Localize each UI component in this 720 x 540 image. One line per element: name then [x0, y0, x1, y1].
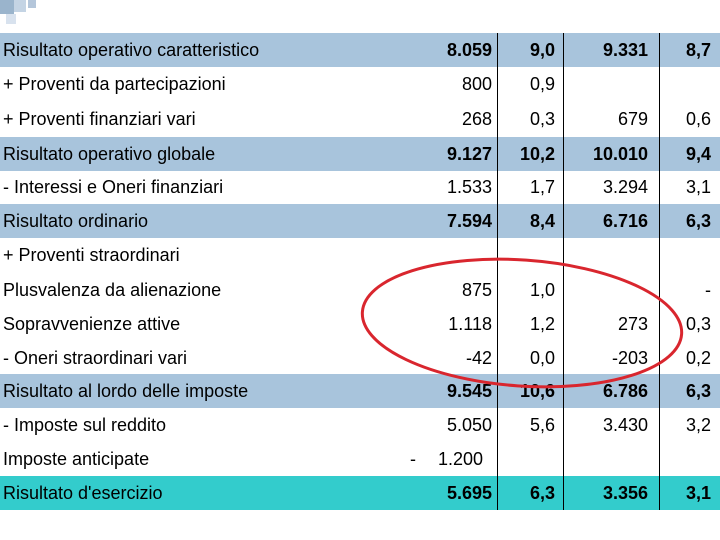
value-col1: 1.200: [437, 449, 483, 469]
row-label: Risultato al lordo delle imposte: [3, 381, 249, 401]
row-label: Risultato operativo globale: [3, 144, 216, 164]
value-col3: 10.010: [592, 144, 648, 164]
table-row: + Proventi finanziari vari 268 0,3 679 0…: [0, 102, 720, 136]
table-row: - Interessi e Oneri finanziari 1.533 1,7…: [0, 170, 720, 204]
value-col4: 3,1: [685, 177, 711, 197]
value-col1: 9.545: [446, 381, 492, 401]
value-col1: 875: [461, 280, 492, 300]
column-divider: [563, 33, 564, 510]
value-col1: -42: [465, 348, 492, 368]
value-col4: 8,7: [685, 40, 711, 60]
table-row: Risultato ordinario 7.594 8,4 6.716 6,3: [0, 204, 720, 238]
value-col1: 7.594: [446, 211, 492, 231]
column-divider: [659, 33, 660, 510]
value-col1: 9.127: [446, 144, 492, 164]
value-col2: 8,4: [529, 211, 555, 231]
value-col4: 0,6: [685, 109, 711, 129]
value-col2: 10,2: [519, 144, 555, 164]
value-col4: 3,1: [685, 483, 711, 503]
table-row: Sopravvenienze attive 1.118 1,2 273 0,3: [0, 307, 720, 341]
corner-decoration: [28, 0, 36, 8]
table-row: Risultato d'esercizio 5.695 6,3 3.356 3,…: [0, 476, 720, 510]
red-ellipse-annotation: [360, 257, 684, 389]
value-col1: 268: [461, 109, 492, 129]
row-label: Risultato operativo caratteristico: [3, 40, 260, 60]
value-col3: 9.331: [602, 40, 648, 60]
table-row: + Proventi da partecipazioni 800 0,9: [0, 67, 720, 101]
value-col1: 1.118: [448, 314, 492, 334]
value-col4: 6,3: [685, 211, 711, 231]
row-label: Plusvalenza da alienazione: [3, 280, 222, 300]
corner-decoration: [6, 14, 16, 24]
table-row: Plusvalenza da alienazione 875 1,0 -: [0, 273, 720, 307]
row-label: Risultato d'esercizio: [3, 483, 163, 503]
value-col1: 5.050: [446, 415, 492, 435]
row-label: Risultato ordinario: [3, 211, 149, 231]
value-col2: 0,3: [529, 109, 555, 129]
value-col3: 679: [617, 109, 648, 129]
value-col1: 1.533: [446, 177, 492, 197]
value-col3: 3.356: [602, 483, 648, 503]
value-col1: 5.695: [446, 483, 492, 503]
table-row: - Oneri straordinari vari -42 0,0 -203 0…: [0, 341, 720, 375]
value-col2: 5,6: [529, 415, 555, 435]
table-row: Imposte anticipate - 1.200: [0, 442, 720, 476]
table-row: + Proventi straordinari: [0, 238, 720, 272]
value-col3: -203: [611, 348, 648, 368]
row-label: + Proventi finanziari vari: [3, 109, 196, 129]
value-col4: 0,2: [685, 348, 711, 368]
table-row: - Imposte sul reddito 5.050 5,6 3.430 3,…: [0, 408, 720, 442]
corner-decoration: [0, 0, 14, 14]
value-col3: 6.786: [602, 381, 648, 401]
value-col2: 9,0: [529, 40, 555, 60]
value-col1: 8.059: [446, 40, 492, 60]
row-label: - Interessi e Oneri finanziari: [3, 177, 224, 197]
row-label: + Proventi straordinari: [3, 245, 180, 265]
value-col4: 3,2: [685, 415, 711, 435]
table-row: Risultato operativo caratteristico 8.059…: [0, 33, 720, 67]
corner-decoration: [14, 0, 26, 12]
value-col4: -: [705, 280, 711, 300]
row-label: Imposte anticipate: [3, 449, 150, 469]
value-col4: 9,4: [685, 144, 711, 164]
table-row: Risultato al lordo delle imposte 9.545 1…: [0, 374, 720, 408]
value-col3: 273: [617, 314, 648, 334]
value-col2: 1,2: [529, 314, 555, 334]
value-col4: 6,3: [685, 381, 711, 401]
row-label: Sopravvenienze attive: [3, 314, 181, 334]
value-col3: 3.294: [602, 177, 648, 197]
column-divider: [497, 33, 498, 510]
value-col2: 0,0: [529, 348, 555, 368]
row-label: - Oneri straordinari vari: [3, 348, 188, 368]
value-col1: 800: [461, 74, 492, 94]
value-col2: 6,3: [529, 483, 555, 503]
value-col4: 0,3: [685, 314, 711, 334]
row-label: + Proventi da partecipazioni: [3, 74, 226, 94]
value-col3: 3.430: [602, 415, 648, 435]
value-prefix: -: [410, 449, 416, 469]
value-col2: 0,9: [529, 74, 555, 94]
row-label: - Imposte sul reddito: [3, 415, 167, 435]
value-col2: 1,0: [529, 280, 555, 300]
table-row: Risultato operativo globale 9.127 10,2 1…: [0, 137, 720, 171]
value-col3: 6.716: [602, 211, 648, 231]
value-col2: 1,7: [529, 177, 555, 197]
